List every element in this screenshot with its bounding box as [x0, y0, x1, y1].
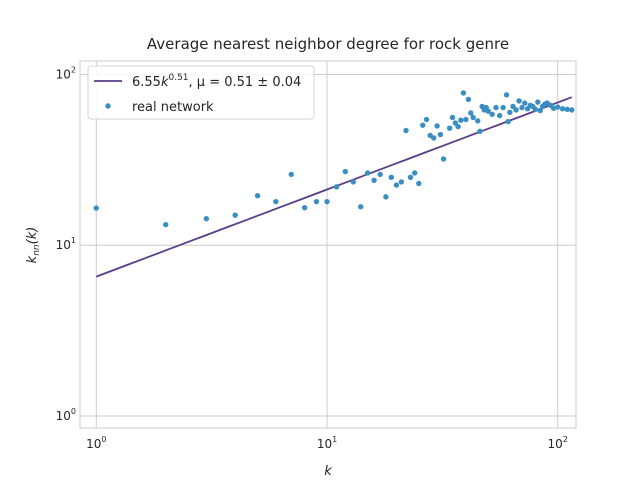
data-point [407, 174, 414, 180]
data-point [550, 105, 557, 111]
grid [80, 61, 576, 428]
data-point [564, 106, 570, 113]
data-point [403, 127, 409, 134]
data-point [463, 116, 469, 123]
data-point [537, 107, 543, 114]
data-point [416, 180, 422, 187]
x-axis-label: k [324, 464, 332, 479]
data-point [532, 106, 539, 113]
data-point [383, 194, 389, 200]
data-point [455, 123, 461, 130]
data-point [449, 114, 456, 121]
data-point [393, 182, 400, 188]
data-point [475, 118, 481, 124]
data-point [485, 108, 491, 114]
data-point [522, 100, 528, 106]
data-point [371, 177, 377, 184]
data-point [437, 131, 444, 138]
data-point [477, 128, 483, 134]
data-point [516, 98, 522, 104]
y-tick-label: 101 [56, 236, 76, 252]
data-point [342, 168, 348, 175]
y-tick-labels: 100 101 102 [56, 66, 76, 423]
x-tick-label: 101 [317, 435, 337, 451]
data-point [288, 171, 294, 178]
data-point [468, 110, 474, 116]
data-point [460, 90, 467, 96]
data-point [446, 125, 453, 131]
data-point [510, 103, 516, 110]
data-point [465, 96, 472, 103]
data-point [423, 116, 430, 123]
data-point [273, 198, 279, 205]
data-point [434, 123, 440, 129]
plot-frame [79, 60, 577, 429]
data-point [470, 114, 476, 121]
data-point [559, 106, 566, 112]
data-point [203, 216, 210, 222]
data-point [430, 135, 437, 141]
data-point [493, 104, 499, 111]
data-point [513, 107, 519, 113]
data-point [569, 107, 575, 113]
data-point [398, 179, 405, 185]
data-point [163, 221, 169, 228]
data-point [420, 122, 426, 128]
legend-scatter-label: real network [132, 100, 214, 115]
data-point [458, 117, 464, 123]
chart-title: Average nearest neighbor degree for rock… [147, 35, 509, 53]
data-point [503, 92, 510, 98]
data-point [377, 171, 383, 178]
data-point [496, 112, 503, 119]
data-point [301, 204, 308, 211]
data-point [555, 104, 561, 110]
data-point [500, 104, 506, 111]
data-point [507, 109, 513, 116]
y-tick-label: 100 [56, 407, 76, 423]
data-point [232, 212, 238, 218]
y-axis-label: knn(k) [25, 227, 42, 264]
legend-box [87, 65, 315, 120]
data-point [324, 198, 330, 205]
data-point [412, 170, 418, 176]
data-point [489, 111, 495, 117]
data-point [358, 204, 364, 210]
y-tick-label: 102 [56, 66, 76, 82]
legend-point-swatch [105, 103, 111, 109]
data-point [333, 184, 340, 190]
data-point [519, 104, 525, 111]
data-point [93, 205, 99, 211]
legend: 6.55k0.51, μ = 0.51 ± 0.04 real network [87, 65, 315, 120]
data-point [254, 193, 261, 199]
x-tick-label: 100 [86, 435, 106, 451]
data-point [505, 118, 511, 125]
scatter-points [93, 90, 575, 228]
x-tick-label: 102 [548, 435, 568, 451]
data-point [535, 99, 541, 105]
legend-fit-label: 6.55k0.51, μ = 0.51 ± 0.04 [132, 73, 301, 90]
data-point [364, 170, 371, 176]
data-point [350, 179, 356, 185]
data-point [388, 174, 395, 180]
data-point [313, 198, 320, 205]
data-point [440, 156, 447, 162]
x-tick-labels: 100 101 102 [86, 435, 568, 451]
